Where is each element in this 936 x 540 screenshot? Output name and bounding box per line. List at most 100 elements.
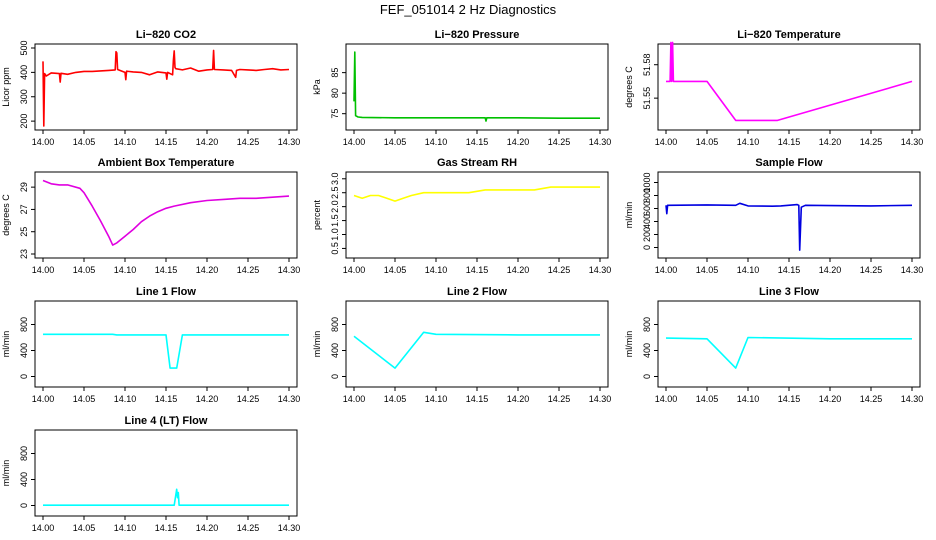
- data-line: [42, 179, 290, 246]
- figure-title: FEF_051014 2 Hz Diagnostics: [379, 2, 557, 17]
- x-tick-label: 14.30: [901, 137, 924, 147]
- y-tick-label: 600: [642, 201, 652, 216]
- x-tick-label: 14.30: [901, 265, 924, 275]
- plot-frame: [657, 171, 921, 259]
- panel-title: Line 1 Flow: [136, 286, 196, 298]
- y-tick-label: 0: [330, 374, 340, 379]
- x-tick-label: 14.10: [114, 523, 137, 533]
- panel-title: Li−820 Temperature: [737, 29, 840, 41]
- x-tick-label: 14.30: [278, 265, 301, 275]
- x-tick-label: 14.15: [466, 137, 489, 147]
- y-tick-label: 2.0: [330, 200, 340, 213]
- x-tick-label: 14.00: [655, 137, 678, 147]
- x-tick-label: 14.15: [778, 137, 801, 147]
- x-tick-label: 14.05: [73, 523, 96, 533]
- panel-title: Sample Flow: [755, 157, 823, 169]
- y-tick-label: 85: [330, 68, 340, 78]
- x-tick-label: 14.10: [114, 265, 137, 275]
- x-tick-label: 14.20: [196, 137, 219, 147]
- panel-1: Li−820 CO2 Licor ppm 14.00 14.05 14.10 14.15 1…: [1, 29, 300, 147]
- x-tick-label: 14.05: [384, 265, 407, 275]
- panel-title: Gas Stream RH: [437, 157, 517, 169]
- y-tick-label: 800: [642, 317, 652, 332]
- plot-frame: [34, 429, 298, 517]
- x-tick-label: 14.25: [237, 394, 260, 404]
- y-tick-label: 2.5: [330, 186, 340, 199]
- x-tick-label: 14.20: [819, 265, 842, 275]
- y-tick-label: 0: [642, 374, 652, 379]
- x-tick-label: 14.15: [466, 265, 489, 275]
- x-tick-label: 14.05: [73, 137, 96, 147]
- x-tick-label: 14.30: [589, 394, 612, 404]
- y-tick-label: 1.5: [330, 214, 340, 227]
- x-tick-label: 14.15: [778, 394, 801, 404]
- x-tick-label: 14.25: [548, 137, 571, 147]
- x-tick-label: 14.20: [819, 394, 842, 404]
- x-tick-label: 14.05: [384, 137, 407, 147]
- y-axis-label: Licor ppm: [1, 67, 11, 107]
- plot-frame: [34, 171, 298, 259]
- x-tick-label: 14.15: [155, 137, 178, 147]
- y-tick-label: 1000: [642, 172, 652, 192]
- y-tick-label: 400: [19, 472, 29, 487]
- panel-title: Ambient Box Temperature: [98, 157, 235, 169]
- y-tick-label: 500: [19, 40, 29, 55]
- y-tick-label: 80: [330, 88, 340, 98]
- data-line: [42, 49, 290, 127]
- y-axis-label: ml/min: [312, 331, 322, 358]
- y-axis-label: ml/min: [1, 460, 11, 487]
- x-tick-label: 14.25: [548, 394, 571, 404]
- x-tick-label: 14.05: [696, 265, 719, 275]
- data-line: [666, 41, 913, 122]
- x-tick-label: 14.20: [507, 137, 530, 147]
- x-tick-label: 14.10: [425, 394, 448, 404]
- x-tick-label: 14.25: [860, 137, 883, 147]
- y-axis-label: degrees C: [1, 194, 11, 236]
- y-tick-label: 200: [642, 227, 652, 242]
- y-tick-label: 23: [19, 249, 29, 259]
- x-tick-label: 14.20: [507, 394, 530, 404]
- plot-frame: [657, 300, 921, 388]
- panel-4: Ambient Box Temperature degrees C 14.00 14.…: [1, 157, 300, 275]
- y-tick-label: 800: [19, 446, 29, 461]
- y-axis-label: percent: [312, 199, 322, 230]
- y-tick-label: 0: [19, 503, 29, 508]
- y-tick-label: 800: [19, 317, 29, 332]
- x-tick-label: 14.10: [425, 265, 448, 275]
- x-tick-label: 14.20: [196, 394, 219, 404]
- x-tick-label: 14.05: [73, 265, 96, 275]
- x-tick-label: 14.00: [655, 265, 678, 275]
- x-tick-label: 14.00: [32, 394, 55, 404]
- x-tick-label: 14.15: [155, 265, 178, 275]
- x-tick-label: 14.25: [237, 523, 260, 533]
- y-tick-label: 3.0: [330, 173, 340, 186]
- x-tick-label: 14.00: [32, 265, 55, 275]
- y-tick-label: 51.55: [642, 87, 652, 110]
- y-axis-label: ml/min: [624, 202, 634, 229]
- y-axis-label: ml/min: [624, 331, 634, 358]
- y-tick-label: 800: [642, 188, 652, 203]
- x-tick-label: 14.10: [425, 137, 448, 147]
- y-tick-label: 25: [19, 227, 29, 237]
- y-tick-label: 0: [19, 374, 29, 379]
- y-tick-label: 400: [642, 214, 652, 229]
- y-axis-label: degrees C: [624, 66, 634, 108]
- y-tick-label: 200: [19, 114, 29, 129]
- y-tick-label: 400: [642, 343, 652, 358]
- x-tick-label: 14.30: [278, 523, 301, 533]
- y-tick-label: 400: [19, 343, 29, 358]
- panel-2: Li−820 Pressure kPa 14.00 14.05 14.10 14.15 14…: [312, 29, 611, 147]
- x-tick-label: 14.10: [114, 394, 137, 404]
- x-tick-label: 14.10: [737, 137, 760, 147]
- panel-title: Li−820 CO2: [136, 29, 196, 41]
- panel-title: Li−820 Pressure: [435, 29, 520, 41]
- plot-frame: [34, 43, 298, 131]
- y-tick-label: 51.58: [642, 53, 652, 76]
- x-tick-label: 14.20: [196, 265, 219, 275]
- panel-8: Line 2 Flow ml/min 14.00 14.05 14.10 14.15 14.…: [312, 286, 611, 404]
- y-tick-label: 400: [19, 65, 29, 80]
- data-line: [43, 333, 289, 369]
- plot-frame: [345, 300, 609, 388]
- panel-10: Line 4 (LT) Flow ml/min 14.00 14.05 14.10 14.…: [1, 415, 300, 533]
